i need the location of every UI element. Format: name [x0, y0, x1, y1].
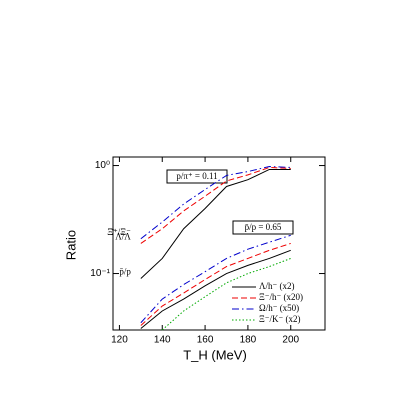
series-line [140, 168, 291, 279]
series-label: Λ̄/Λ [115, 231, 131, 241]
x-tick-label: 140 [154, 335, 171, 346]
series-line [140, 165, 291, 240]
series-line [140, 234, 291, 324]
series-line [140, 249, 291, 329]
annotation-box [232, 220, 294, 235]
annotation: p/π⁺ = 0.11 [176, 171, 217, 181]
series-label: Ξ̄⁺/Ξ⁻ [107, 227, 131, 237]
y-tick-label: 10⁰ [95, 160, 110, 171]
x-tick-label: 120 [111, 335, 128, 346]
plot-frame [112, 156, 326, 331]
x-tick-label: 180 [240, 335, 257, 346]
series-line [161, 257, 291, 331]
annotation: p̄/p = 0.65 [245, 222, 282, 232]
legend-label: Ξ⁻/K⁻ (x2) [259, 314, 301, 324]
x-tick-label: 200 [282, 335, 299, 346]
legend-label: Λ/h⁻ (x2) [259, 281, 295, 291]
y-tick-label: 10⁻¹ [90, 268, 110, 279]
x-axis-label: T_H (MeV) [183, 347, 247, 362]
y-axis-label: Ratio [63, 230, 78, 260]
legend-label: Ξ⁻/h⁻ (x20) [259, 292, 303, 302]
x-tick-label: 160 [197, 335, 214, 346]
series-line [140, 166, 291, 244]
annotation-box [166, 169, 228, 184]
series-label: p̄/p [119, 267, 131, 277]
legend-label: Ω/h⁻ (x50) [259, 303, 299, 313]
series-line [140, 242, 291, 326]
